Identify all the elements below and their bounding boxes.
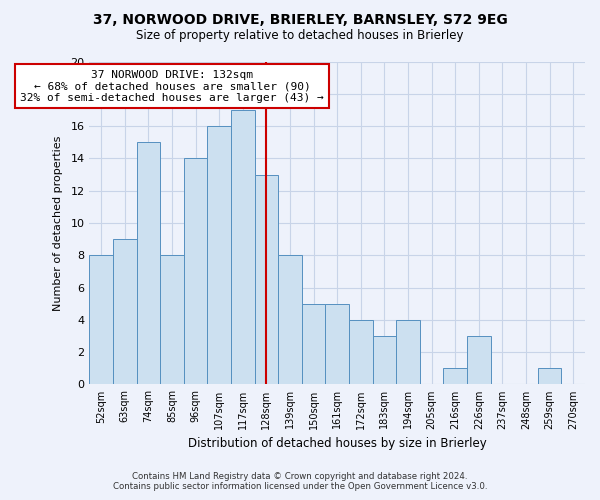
X-axis label: Distribution of detached houses by size in Brierley: Distribution of detached houses by size …	[188, 437, 487, 450]
Bar	[278, 256, 302, 384]
Text: 37 NORWOOD DRIVE: 132sqm
← 68% of detached houses are smaller (90)
32% of semi-d: 37 NORWOOD DRIVE: 132sqm ← 68% of detach…	[20, 70, 324, 103]
Bar	[538, 368, 562, 384]
Text: Size of property relative to detached houses in Brierley: Size of property relative to detached ho…	[136, 29, 464, 42]
Bar	[208, 126, 231, 384]
Bar	[254, 174, 278, 384]
Text: 37, NORWOOD DRIVE, BRIERLEY, BARNSLEY, S72 9EG: 37, NORWOOD DRIVE, BRIERLEY, BARNSLEY, S…	[92, 12, 508, 26]
Bar	[349, 320, 373, 384]
Bar	[113, 239, 137, 384]
Text: Contains HM Land Registry data © Crown copyright and database right 2024.
Contai: Contains HM Land Registry data © Crown c…	[113, 472, 487, 491]
Bar	[137, 142, 160, 384]
Bar	[231, 110, 254, 384]
Y-axis label: Number of detached properties: Number of detached properties	[53, 136, 64, 310]
Bar	[302, 304, 325, 384]
Bar	[443, 368, 467, 384]
Bar	[160, 256, 184, 384]
Bar	[373, 336, 396, 384]
Bar	[184, 158, 208, 384]
Bar	[89, 256, 113, 384]
Bar	[396, 320, 420, 384]
Bar	[467, 336, 491, 384]
Bar	[325, 304, 349, 384]
